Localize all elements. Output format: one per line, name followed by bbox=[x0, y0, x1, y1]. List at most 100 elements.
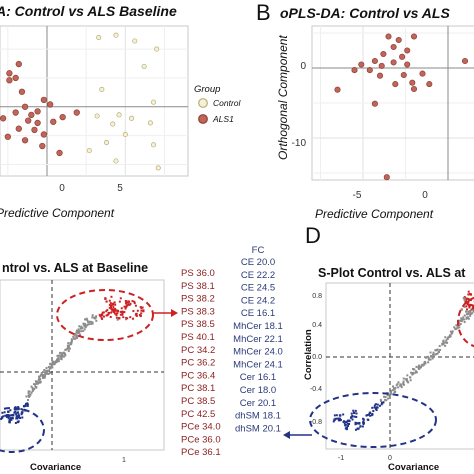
splot-point bbox=[431, 357, 434, 360]
splot-point bbox=[390, 389, 393, 392]
splot-point-down bbox=[10, 416, 13, 419]
panel-c: ntrol vs. ALS at Baseline 1 Covariance bbox=[0, 261, 178, 473]
splot-point bbox=[54, 361, 57, 364]
splot-point bbox=[28, 395, 31, 398]
splot-point-up bbox=[128, 303, 131, 306]
splot-point bbox=[40, 373, 43, 376]
legend-swatch-control bbox=[198, 98, 208, 108]
splot-point bbox=[454, 327, 457, 331]
als1-point bbox=[410, 33, 418, 40]
splot-point bbox=[417, 364, 420, 367]
splot-point-up bbox=[110, 305, 113, 308]
splot-point-down bbox=[373, 404, 376, 407]
splot-point-up bbox=[110, 295, 113, 298]
als1-point bbox=[419, 70, 426, 77]
panel-d-blue-ellipse bbox=[309, 392, 437, 448]
splot-point bbox=[417, 367, 421, 370]
splot-point-up bbox=[122, 316, 125, 319]
splot-point bbox=[438, 350, 441, 353]
lipid-left-item: PS 40.1 bbox=[181, 332, 215, 343]
splot-point bbox=[89, 320, 92, 323]
splot-point-down bbox=[7, 417, 10, 420]
splot-point bbox=[456, 327, 459, 330]
splot-point bbox=[91, 314, 94, 317]
splot-point-down bbox=[14, 422, 17, 425]
splot-point bbox=[458, 324, 461, 327]
splot-point bbox=[458, 319, 461, 322]
panel-d-ylabel: Correlation bbox=[303, 329, 314, 380]
splot-point bbox=[446, 341, 449, 344]
splot-point-down bbox=[16, 420, 20, 424]
splot-point bbox=[80, 325, 83, 328]
splot-point bbox=[444, 341, 447, 344]
splot-point-down bbox=[9, 414, 12, 417]
lipid-left-item: PC 36.2 bbox=[181, 358, 215, 369]
splot-point-down bbox=[346, 422, 349, 425]
splot-point-up bbox=[98, 313, 101, 316]
als1-point bbox=[390, 59, 397, 66]
lipid-right-item: Cer 16.1 bbox=[240, 372, 276, 383]
lipid-left-item: PCe 36.0 bbox=[181, 434, 221, 445]
splot-point bbox=[45, 371, 48, 374]
splot-point-up bbox=[135, 314, 138, 317]
splot-point bbox=[471, 312, 474, 315]
splot-point-up bbox=[467, 303, 470, 306]
splot-point-up bbox=[467, 290, 470, 293]
als1-point bbox=[378, 62, 385, 69]
splot-point bbox=[411, 373, 414, 376]
splot-point bbox=[59, 351, 62, 354]
lipid-left-item: PS 38.2 bbox=[181, 294, 215, 305]
splot-point bbox=[463, 321, 466, 324]
control-point bbox=[154, 46, 160, 52]
lipid-right-item: CE 16.1 bbox=[241, 308, 275, 319]
splot-point bbox=[384, 398, 387, 401]
panel-b-points bbox=[334, 33, 469, 181]
control-point bbox=[86, 148, 92, 154]
als1-point bbox=[15, 60, 22, 68]
als1-point bbox=[59, 114, 66, 121]
panel-d-title: S-Plot Control vs. ALS at bbox=[318, 266, 466, 280]
splot-point-up bbox=[132, 310, 135, 313]
splot-point bbox=[68, 344, 71, 347]
lipid-left-item: PCe 34.0 bbox=[181, 422, 221, 433]
splot-point bbox=[60, 353, 63, 356]
splot-point bbox=[80, 330, 83, 333]
splot-point bbox=[38, 378, 42, 381]
splot-point bbox=[462, 316, 465, 319]
splot-point bbox=[31, 386, 34, 389]
splot-point bbox=[409, 379, 412, 382]
splot-point-up bbox=[111, 303, 114, 306]
als1-point bbox=[395, 36, 402, 44]
splot-point-down bbox=[17, 411, 20, 414]
splot-point-up bbox=[133, 302, 136, 305]
splot-point-down bbox=[11, 413, 15, 417]
lipid-right-item: CE 24.2 bbox=[241, 295, 275, 306]
splot-point-down bbox=[350, 412, 353, 415]
splot-point-down bbox=[18, 414, 21, 417]
splot-point bbox=[406, 380, 409, 383]
splot-point-down bbox=[351, 415, 354, 418]
splot-point-up bbox=[100, 316, 103, 319]
splot-point-up bbox=[140, 309, 143, 312]
splot-point-up bbox=[100, 313, 104, 317]
lipid-right-item: CE 22.2 bbox=[241, 270, 275, 281]
als1-point bbox=[390, 43, 397, 51]
splot-point bbox=[447, 336, 450, 339]
panel-d: S-Plot Control vs. ALS at 0.8 0.4 0.0 -0… bbox=[303, 266, 474, 473]
splot-point-up bbox=[109, 306, 112, 309]
splot-point-up bbox=[141, 306, 144, 309]
splot-point-up bbox=[131, 317, 134, 320]
splot-point-up bbox=[123, 305, 126, 308]
als1-point bbox=[400, 71, 407, 79]
splot-point bbox=[47, 369, 50, 372]
splot-point bbox=[66, 344, 69, 347]
splot-point-up bbox=[114, 309, 117, 312]
panel-d-ytick-0.4: 0.4 bbox=[312, 322, 322, 329]
splot-point-down bbox=[6, 414, 9, 417]
panel-d-xlabel: Covariance bbox=[388, 462, 439, 473]
splot-point-down bbox=[366, 414, 369, 417]
splot-point-up bbox=[121, 311, 124, 314]
als1-point bbox=[461, 57, 469, 65]
splot-point bbox=[35, 385, 38, 388]
